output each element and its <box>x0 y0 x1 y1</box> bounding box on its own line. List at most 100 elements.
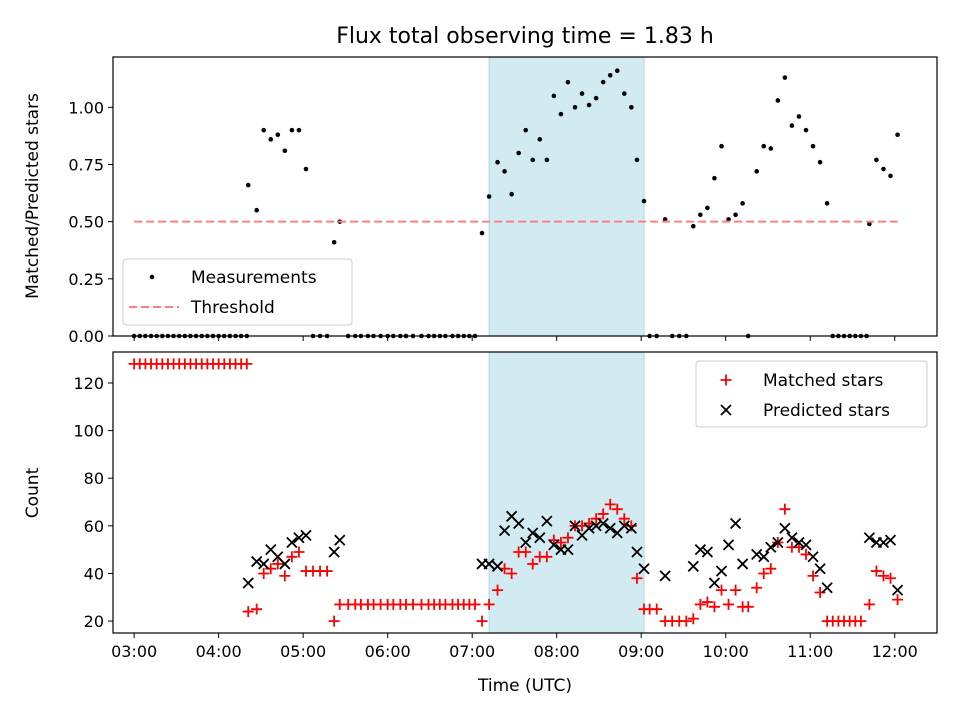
data-point <box>761 143 767 149</box>
legend-box <box>122 258 353 326</box>
data-point <box>708 601 720 613</box>
data-point <box>824 201 830 206</box>
data-point <box>779 522 791 534</box>
data-point <box>719 143 724 149</box>
y-tick-label: 0.50 <box>68 213 104 232</box>
data-point <box>261 127 267 133</box>
data-point <box>715 565 728 577</box>
data-point <box>251 555 263 568</box>
y-tick-label: 20 <box>84 612 104 631</box>
series-matched-stars <box>128 358 904 627</box>
data-point <box>523 127 529 133</box>
data-point <box>625 522 637 534</box>
data-point <box>502 169 507 174</box>
legend-marker-measurements <box>149 274 155 280</box>
y-tick-label: 1.00 <box>68 98 104 117</box>
data-point <box>629 105 634 110</box>
data-point <box>486 194 492 199</box>
data-point <box>877 536 890 549</box>
data-point <box>254 207 259 213</box>
data-point <box>492 584 504 596</box>
data-point <box>604 498 616 510</box>
data-point <box>659 570 671 582</box>
data-point <box>765 541 777 553</box>
y-tick-label: 120 <box>73 374 104 393</box>
x-tick-label: 04:00 <box>196 642 242 661</box>
data-point <box>328 546 340 558</box>
data-point <box>251 603 263 615</box>
data-point <box>877 570 889 582</box>
data-point <box>611 503 623 515</box>
data-point <box>730 584 742 596</box>
data-point <box>268 137 274 142</box>
data-point <box>694 598 706 610</box>
x-tick-label: 11:00 <box>787 642 833 661</box>
data-point <box>242 577 254 589</box>
data-point <box>775 98 781 103</box>
x-tick-label: 10:00 <box>703 642 749 661</box>
y-tick-label: 0.75 <box>68 155 104 174</box>
data-point <box>479 230 485 236</box>
data-point <box>641 198 647 204</box>
data-point <box>265 563 277 575</box>
data-point <box>590 513 602 525</box>
data-point <box>888 173 893 179</box>
data-point <box>586 102 592 108</box>
data-point <box>509 191 514 197</box>
data-point <box>631 546 643 558</box>
data-point <box>662 217 668 222</box>
data-point <box>712 175 717 181</box>
data-point <box>729 517 742 530</box>
data-point <box>765 563 777 575</box>
axes-frame <box>112 56 938 337</box>
x-tick-label: 06:00 <box>365 642 411 661</box>
data-point <box>286 536 298 549</box>
data-point <box>562 532 574 544</box>
data-point <box>634 157 640 163</box>
data-point <box>680 615 692 627</box>
data-point <box>537 137 543 142</box>
data-point <box>892 594 904 606</box>
bottom-panel: 20 40 60 80 100 120 03:00 04:00 05:00 06:00 07:00 0… <box>73 351 938 661</box>
data-point <box>885 572 897 584</box>
top-panel: 0.00 0.25 0.50 0.75 1.00 Measurements Threshol… <box>68 56 938 346</box>
data-point <box>583 522 595 534</box>
data-point <box>867 221 872 227</box>
data-point <box>483 598 495 610</box>
data-point <box>597 517 609 530</box>
data-point <box>604 522 616 534</box>
data-point <box>751 548 763 561</box>
data-point <box>279 570 291 582</box>
data-point <box>705 205 710 211</box>
data-point <box>803 127 809 133</box>
data-point <box>282 148 288 154</box>
data-point <box>742 601 754 613</box>
x-tick-label: 07:00 <box>449 642 495 661</box>
y-tick-label: 0.25 <box>68 270 104 289</box>
data-point <box>715 584 727 596</box>
data-point <box>572 105 578 110</box>
data-point <box>483 558 495 570</box>
data-point <box>722 539 735 551</box>
data-point <box>321 565 333 577</box>
y-tick-label: 60 <box>84 517 104 536</box>
data-point <box>855 615 867 627</box>
top-y-axis-label: Matched/Predicted stars <box>23 93 43 299</box>
data-point <box>786 532 798 544</box>
data-point <box>870 565 882 577</box>
data-point <box>300 529 312 542</box>
shaded-span <box>488 56 645 337</box>
data-point <box>331 239 337 245</box>
data-point <box>874 157 879 163</box>
data-point <box>631 572 643 584</box>
data-point <box>698 212 703 218</box>
series-predicted-stars <box>242 510 904 596</box>
data-point <box>279 558 291 570</box>
legend-label-measurements: Measurements <box>191 268 317 288</box>
data-point <box>625 520 637 532</box>
data-point <box>593 95 599 101</box>
data-point <box>590 520 602 532</box>
data-point <box>579 91 585 96</box>
data-point <box>807 551 819 563</box>
